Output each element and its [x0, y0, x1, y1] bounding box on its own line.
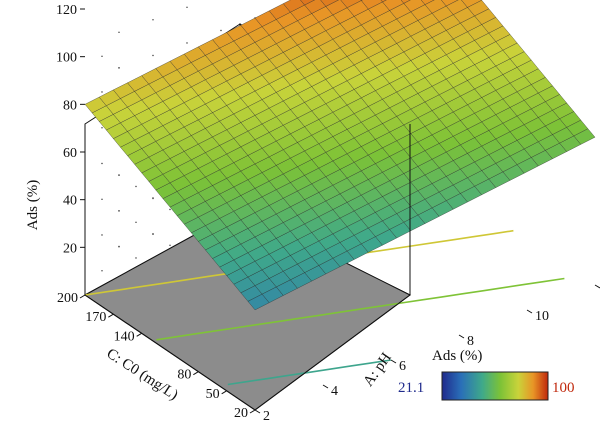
- wall-grid-dot: [101, 270, 103, 272]
- c0-tick-mark: [221, 390, 227, 395]
- z-tick-label: 40: [63, 194, 77, 209]
- surface-cell: [424, 0, 447, 14]
- colorbar: [441, 371, 549, 401]
- wall-grid-dot: [186, 6, 188, 8]
- wall-grid-dot: [135, 257, 137, 259]
- z-tick-label: 20: [63, 241, 77, 256]
- wall-grid-dot: [152, 197, 154, 199]
- surface-cell: [382, 0, 405, 11]
- wall-grid-dot: [152, 19, 154, 21]
- wall-grid-dot: [101, 198, 103, 200]
- c0-axis-title: C: C0 (mg/L): [104, 346, 181, 404]
- z-axis-ticks: 20 40 60 80 100 120: [56, 3, 85, 256]
- ph-tick-mark: [322, 384, 329, 389]
- wall-grid-dot: [101, 234, 103, 236]
- c0-axis-ticks: 20 50 80 140 170 200: [57, 291, 256, 421]
- wall-grid-dot: [118, 245, 120, 248]
- front-bottom-right-edge: [254, 294, 411, 411]
- colorbar-title: Ads (%): [432, 348, 482, 364]
- ph-tick-label: 6: [399, 359, 406, 374]
- ph-axis-title: A: pH: [361, 350, 395, 390]
- wall-grid-dot: [118, 174, 120, 176]
- surface-cell: [461, 0, 482, 8]
- surface-cell: [441, 0, 459, 7]
- ph-tick-mark: [526, 309, 533, 314]
- surface-cell: [340, 0, 362, 8]
- wall-grid-dot: [101, 162, 103, 165]
- wall-grid-dot: [101, 91, 103, 93]
- surface-cell: [380, 0, 387, 3]
- c0-tick-mark: [193, 371, 199, 376]
- surface-cell: [360, 0, 363, 1]
- surface-cell: [304, 0, 327, 14]
- ph-tick-label: 10: [535, 309, 549, 324]
- c0-tick-mark: [136, 332, 142, 337]
- wall-grid-dot: [118, 31, 120, 33]
- c0-tick-label: 20: [234, 406, 248, 421]
- wall-grid-dot: [101, 55, 103, 57]
- wall-grid-dot: [101, 127, 103, 129]
- wall-grid-dot: [186, 42, 188, 44]
- z-tick-label: 80: [63, 98, 77, 113]
- z-axis-title: Ads (%): [25, 180, 41, 230]
- wall-grid-dot: [118, 210, 120, 212]
- wall-grid-dot: [169, 208, 171, 211]
- wall-grid-dot: [220, 29, 222, 32]
- c0-tick-mark: [108, 313, 114, 318]
- c0-tick-label: 80: [177, 368, 191, 383]
- z-tick-label: 100: [56, 51, 77, 66]
- wall-grid-dot: [152, 233, 154, 235]
- ph-tick-label: 8: [467, 334, 474, 349]
- wall-grid-dot: [135, 221, 137, 223]
- surface-cell: [320, 0, 339, 7]
- surface-cell: [403, 0, 426, 13]
- surface-cell: [283, 0, 305, 13]
- z-tick-label: 120: [56, 3, 77, 18]
- c0-tick-label: 140: [114, 329, 135, 344]
- ph-tick-label: 4: [331, 384, 338, 399]
- contour-line-1: [156, 277, 565, 341]
- c0-tick-label: 170: [85, 310, 106, 325]
- ph-tick-label: 2: [263, 409, 270, 424]
- wall-grid-dot: [169, 244, 171, 246]
- ph-tick-mark: [254, 409, 261, 414]
- colorbar-max-label: 100: [552, 380, 575, 396]
- surface-cell: [400, 0, 411, 4]
- surface-cell: [445, 0, 468, 15]
- wall-grid-dot: [152, 54, 154, 57]
- c0-tick-label: 50: [206, 387, 220, 402]
- surface-cell: [361, 0, 383, 10]
- surface-cell: [300, 0, 315, 6]
- contour-line-0: [227, 359, 392, 386]
- z-tick-label: 60: [63, 146, 77, 161]
- ph-tick-mark: [594, 284, 600, 289]
- c0-tick-label: 200: [57, 291, 78, 306]
- wall-grid-dot: [135, 185, 137, 188]
- c0-tick-mark: [79, 294, 86, 299]
- ph-tick-mark: [390, 359, 397, 364]
- response-surface: [84, 0, 596, 311]
- ph-tick-mark: [458, 334, 465, 339]
- colorbar-min-label: 21.1: [398, 380, 424, 396]
- surface-cell: [420, 0, 435, 5]
- ph-axis-ticks: 24681012: [254, 284, 600, 424]
- wall-grid-dot: [118, 67, 120, 69]
- c0-tick-mark: [249, 409, 256, 414]
